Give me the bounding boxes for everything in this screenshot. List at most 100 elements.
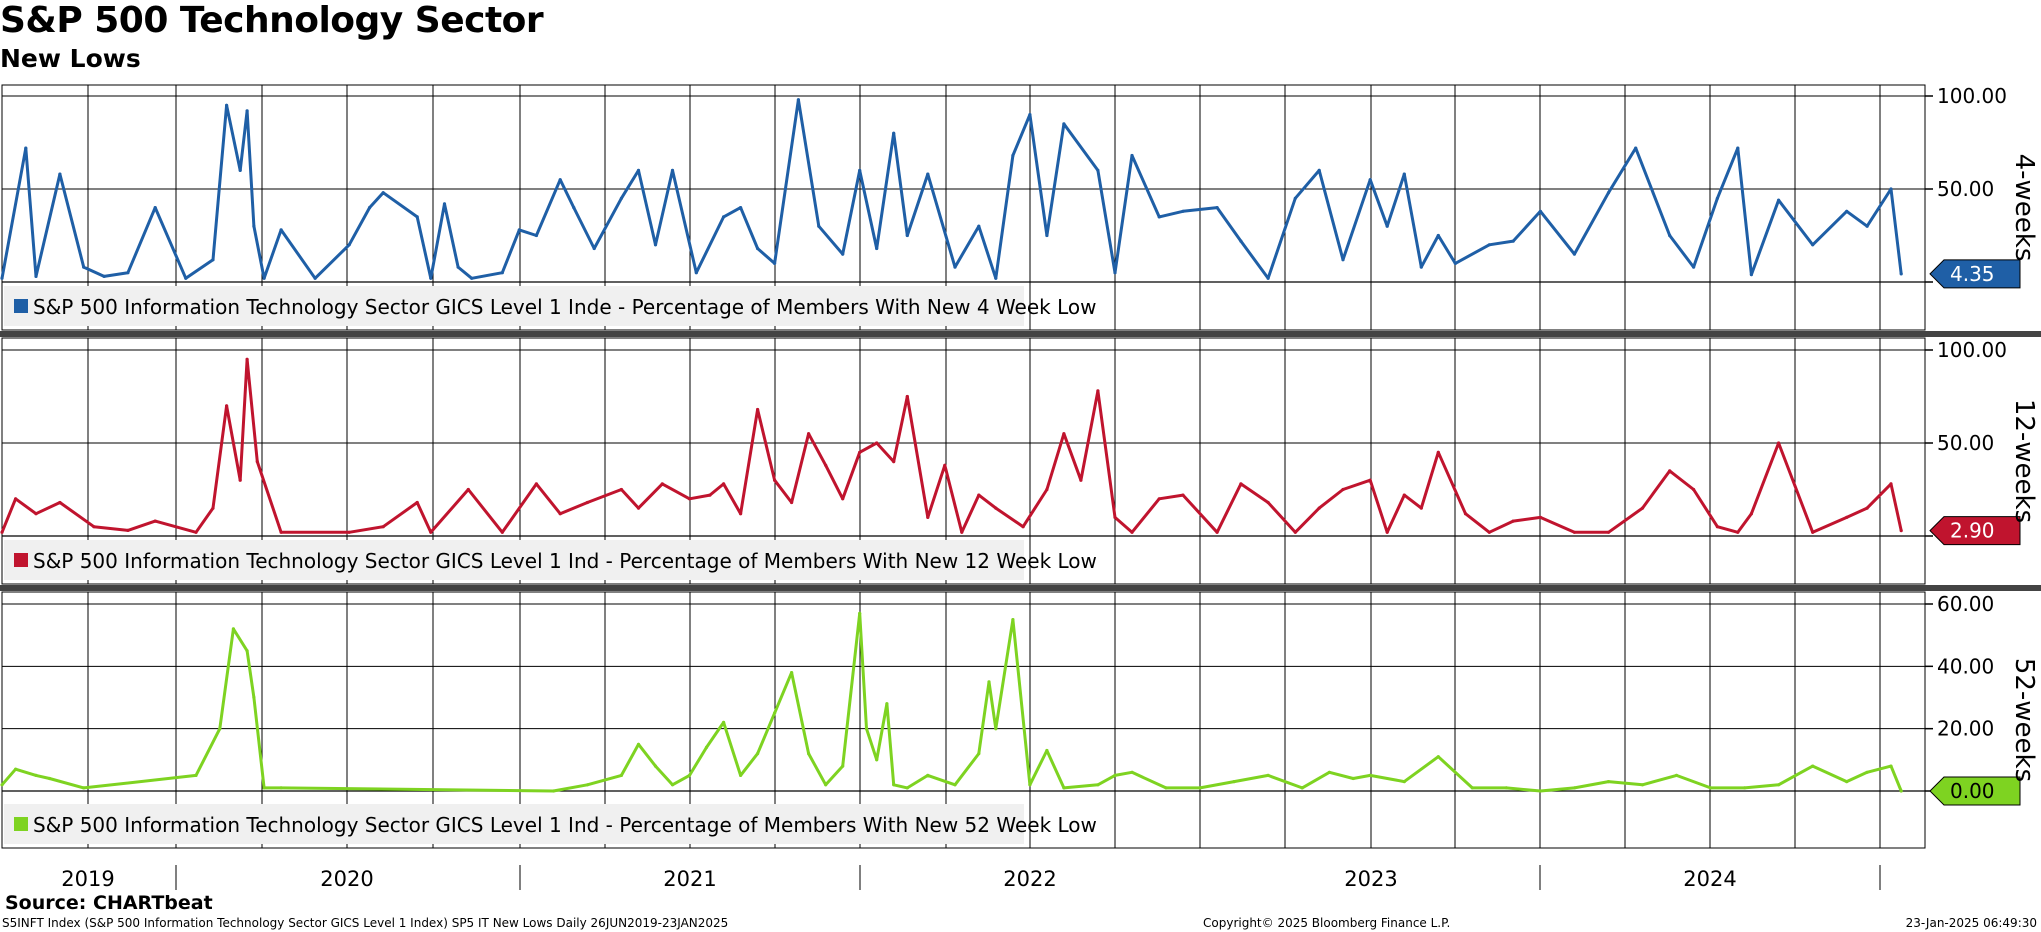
- data-point: [1692, 487, 1696, 492]
- legend-swatch: [14, 299, 28, 313]
- data-point: [885, 702, 889, 706]
- data-point: [756, 407, 760, 412]
- panel-label: 12-weeks: [2009, 399, 2039, 523]
- data-point: [1181, 493, 1185, 497]
- data-point: [211, 506, 215, 510]
- x-tick-label: 2021: [663, 867, 716, 891]
- data-point: [1079, 478, 1083, 482]
- data-point: [1317, 168, 1321, 172]
- data-point: [905, 394, 909, 399]
- data-point: [262, 786, 266, 790]
- data-point: [636, 506, 641, 510]
- data-point: [1865, 224, 1869, 228]
- data-point: [994, 506, 998, 510]
- data-point: [592, 246, 596, 251]
- last-value-badge: [1929, 776, 2021, 806]
- y-tick-label: 60.00: [1937, 592, 1994, 616]
- data-point: [708, 493, 712, 497]
- legend-entry: S&P 500 Information Technology Sector GI…: [33, 813, 1097, 837]
- data-point: [262, 276, 266, 280]
- data-point: [381, 191, 385, 195]
- data-point: [1865, 770, 1869, 774]
- data-point: [1198, 786, 1202, 790]
- data-point: [1889, 482, 1893, 486]
- data-point: [1385, 224, 1389, 228]
- data-point: [279, 530, 283, 534]
- data-point: [0, 276, 4, 280]
- data-point: [1511, 519, 1515, 523]
- data-point: [1113, 515, 1117, 520]
- data-point: [994, 727, 998, 731]
- data-point: [218, 727, 222, 731]
- data-point: [153, 519, 157, 523]
- data-point: [456, 265, 460, 269]
- data-point: [1062, 432, 1066, 436]
- data-point: [1341, 258, 1345, 262]
- data-point: [14, 767, 18, 771]
- data-point: [739, 206, 743, 210]
- data-point: [1487, 243, 1491, 247]
- data-point: [1538, 209, 1542, 213]
- data-point: [1351, 776, 1355, 781]
- last-value-label: 4.35: [1950, 262, 1995, 286]
- data-point: [1021, 525, 1025, 529]
- y-tick-label: 100.00: [1937, 338, 2007, 362]
- data-point: [1777, 783, 1781, 787]
- data-point: [1640, 783, 1645, 787]
- data-point: [1130, 770, 1134, 774]
- data-point: [1736, 146, 1740, 150]
- data-point: [1385, 530, 1389, 534]
- data-point: [126, 271, 130, 275]
- data-point: [892, 783, 896, 787]
- data-point: [24, 146, 28, 150]
- data-point: [1453, 261, 1457, 265]
- data-point: [279, 228, 283, 232]
- data-point: [905, 233, 909, 238]
- data-point: [670, 168, 675, 172]
- data-point: [225, 404, 229, 408]
- data-point: [1845, 780, 1849, 784]
- data-point: [1232, 780, 1236, 784]
- data-point: [470, 276, 474, 280]
- footer-timestamp: 23-Jan-2025 06:49:30: [1905, 916, 2037, 930]
- data-point: [184, 276, 188, 280]
- data-point: [558, 512, 562, 516]
- data-point: [875, 246, 879, 251]
- data-point: [429, 530, 433, 534]
- data-point: [225, 103, 229, 107]
- data-point: [694, 271, 698, 275]
- data-point: [313, 276, 317, 280]
- data-point: [892, 131, 896, 135]
- data-point: [756, 246, 760, 251]
- data-point: [0, 530, 4, 534]
- data-point: [875, 441, 879, 445]
- data-point: [194, 773, 198, 778]
- data-point: [1668, 233, 1672, 238]
- data-point: [1062, 122, 1066, 126]
- legend-background: [4, 804, 1024, 844]
- data-point: [347, 530, 351, 534]
- panel-label: 52-weeks: [2009, 658, 2039, 782]
- data-point: [1899, 789, 1903, 793]
- data-point: [82, 786, 86, 790]
- y-tick-label: 40.00: [1937, 654, 1994, 678]
- data-point: [1606, 780, 1611, 784]
- data-point: [943, 463, 947, 467]
- data-point: [1811, 764, 1815, 768]
- last-value-label: 0.00: [1950, 779, 1995, 803]
- data-point: [153, 206, 157, 210]
- data-point: [1899, 272, 1903, 276]
- data-point: [572, 206, 576, 210]
- data-point: [1157, 497, 1161, 501]
- legend-swatch: [14, 817, 28, 831]
- data-point: [1402, 493, 1406, 497]
- data-point: [1266, 276, 1270, 280]
- data-point: [500, 530, 504, 534]
- data-point: [534, 482, 539, 486]
- data-point: [796, 98, 801, 102]
- data-point: [1899, 529, 1903, 533]
- data-point: [1045, 233, 1049, 238]
- x-tick-label: 2023: [1344, 867, 1397, 891]
- data-point: [926, 773, 930, 778]
